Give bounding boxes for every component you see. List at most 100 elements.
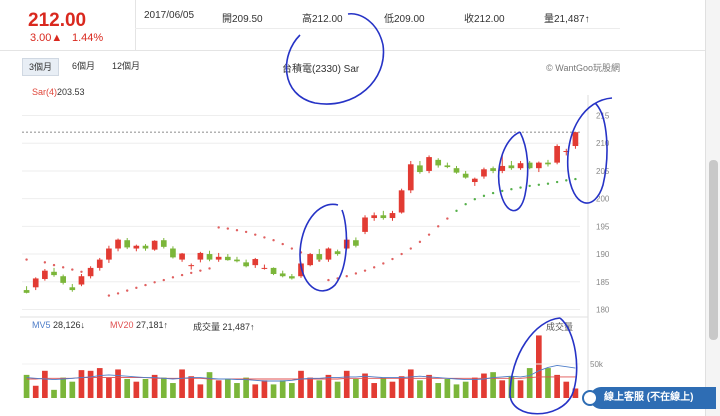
sar-dot <box>555 180 559 184</box>
sar-dot <box>263 236 266 239</box>
candle-body <box>115 239 121 249</box>
sar-dot <box>25 258 28 261</box>
page-scrollbar[interactable] <box>705 0 720 416</box>
sar-dot <box>537 183 541 186</box>
candle-body <box>398 190 405 213</box>
candle-body <box>371 215 378 219</box>
sar-dot <box>43 261 47 264</box>
candle-body <box>170 248 176 258</box>
price-change: 3.00▲ <box>30 32 63 44</box>
candle-body <box>380 215 387 219</box>
mv20-legend-value: 27,181↑ <box>136 320 169 330</box>
sar-dot <box>254 233 257 236</box>
price-tick-label: 180 <box>596 305 610 314</box>
candle-body <box>69 287 76 291</box>
candle-body <box>270 267 277 274</box>
price-tick-label: 210 <box>596 139 610 148</box>
volume-bar <box>60 377 66 398</box>
tab-3-months[interactable]: 3個月 <box>22 58 60 76</box>
candle-body <box>435 159 442 166</box>
sar-dot <box>52 263 56 267</box>
tab-6-months[interactable]: 6個月 <box>72 61 96 71</box>
online-support-button[interactable]: 線上客服 (不在線上) <box>590 387 716 409</box>
candle-body <box>234 259 240 262</box>
volume-bar <box>526 368 533 398</box>
volume-bar <box>151 374 158 398</box>
volume-bar <box>289 383 295 398</box>
close-label: 收 <box>464 14 474 25</box>
sar-dot <box>162 278 165 282</box>
volume-bar <box>252 384 259 398</box>
sar-dot <box>125 289 129 292</box>
volume-bar <box>115 369 121 398</box>
candle-body <box>353 240 359 246</box>
candle-body <box>343 239 350 249</box>
volume-bar <box>471 377 478 398</box>
volume-bar <box>435 383 442 398</box>
open-value: 209.50 <box>232 14 263 25</box>
volume-bar <box>417 380 423 398</box>
mv5-legend: MV5 28,126↓ <box>32 320 85 330</box>
candle-body <box>545 162 551 165</box>
sar-dot <box>71 268 74 271</box>
sar-dot <box>574 177 577 181</box>
candle-body <box>481 169 487 177</box>
volume-legend-value: 21,487↑ <box>222 322 255 332</box>
support-chat-icon[interactable] <box>582 390 598 406</box>
volume-bar <box>279 380 286 398</box>
scrollbar-thumb[interactable] <box>709 160 718 340</box>
watermark: © WantGoo玩股網 <box>546 63 620 73</box>
high-value: 212.00 <box>312 14 343 25</box>
header-divider <box>135 28 620 29</box>
volume-bar <box>380 377 387 398</box>
candle-body <box>215 256 222 260</box>
sar-dot <box>427 233 431 236</box>
sar-legend: Sar(4)203.53 <box>32 87 85 97</box>
volume-bar <box>124 378 131 398</box>
volume-bar <box>545 368 551 398</box>
volume-bar <box>224 378 231 398</box>
candle-body <box>252 259 259 266</box>
last-price: 212.00 <box>28 10 87 31</box>
volume-bar <box>160 377 167 398</box>
volume-bar <box>371 383 378 398</box>
volume-bar <box>499 380 506 398</box>
price-tick-label: 195 <box>596 222 610 231</box>
candle-body <box>316 254 323 260</box>
sar-dot <box>272 239 275 242</box>
candle-body <box>554 146 560 163</box>
price-tick-label: 215 <box>596 112 610 121</box>
tab-12-months[interactable]: 12個月 <box>112 61 141 71</box>
volume-bar <box>462 381 469 398</box>
candle-body <box>133 245 140 249</box>
volume-bar <box>234 383 240 398</box>
sar-dot <box>409 247 412 250</box>
candle-body <box>334 251 341 255</box>
candle-body <box>106 248 112 260</box>
volume-bar <box>23 374 30 398</box>
volume-bar <box>426 374 432 398</box>
sar-dot <box>565 179 568 182</box>
sar-dot <box>107 294 111 297</box>
volume-bar <box>407 369 414 398</box>
candle-body <box>490 168 496 171</box>
sar-dot <box>473 198 477 201</box>
candle-body <box>51 271 57 276</box>
volume-tick-label: 50k <box>590 360 604 369</box>
volume-bar <box>32 385 39 398</box>
candle-body <box>78 276 85 285</box>
volume-bar <box>444 378 451 398</box>
sar-dot <box>190 271 193 275</box>
sar-dot <box>400 252 403 256</box>
candlestick-chart[interactable]: 180 185 190 195 200 205 210 215 50k <box>20 55 620 400</box>
sar-dot <box>61 266 65 269</box>
high-stat: 高212.00 <box>302 10 343 25</box>
candle-body <box>160 240 167 247</box>
volume-bar <box>517 380 524 398</box>
candle-body <box>325 248 332 260</box>
sar-dot <box>491 191 495 195</box>
volume-bar <box>307 377 313 398</box>
candle-body <box>426 157 432 171</box>
price-box: 212.00 3.00▲ 1.44% <box>0 0 136 50</box>
candle-body <box>389 213 396 219</box>
